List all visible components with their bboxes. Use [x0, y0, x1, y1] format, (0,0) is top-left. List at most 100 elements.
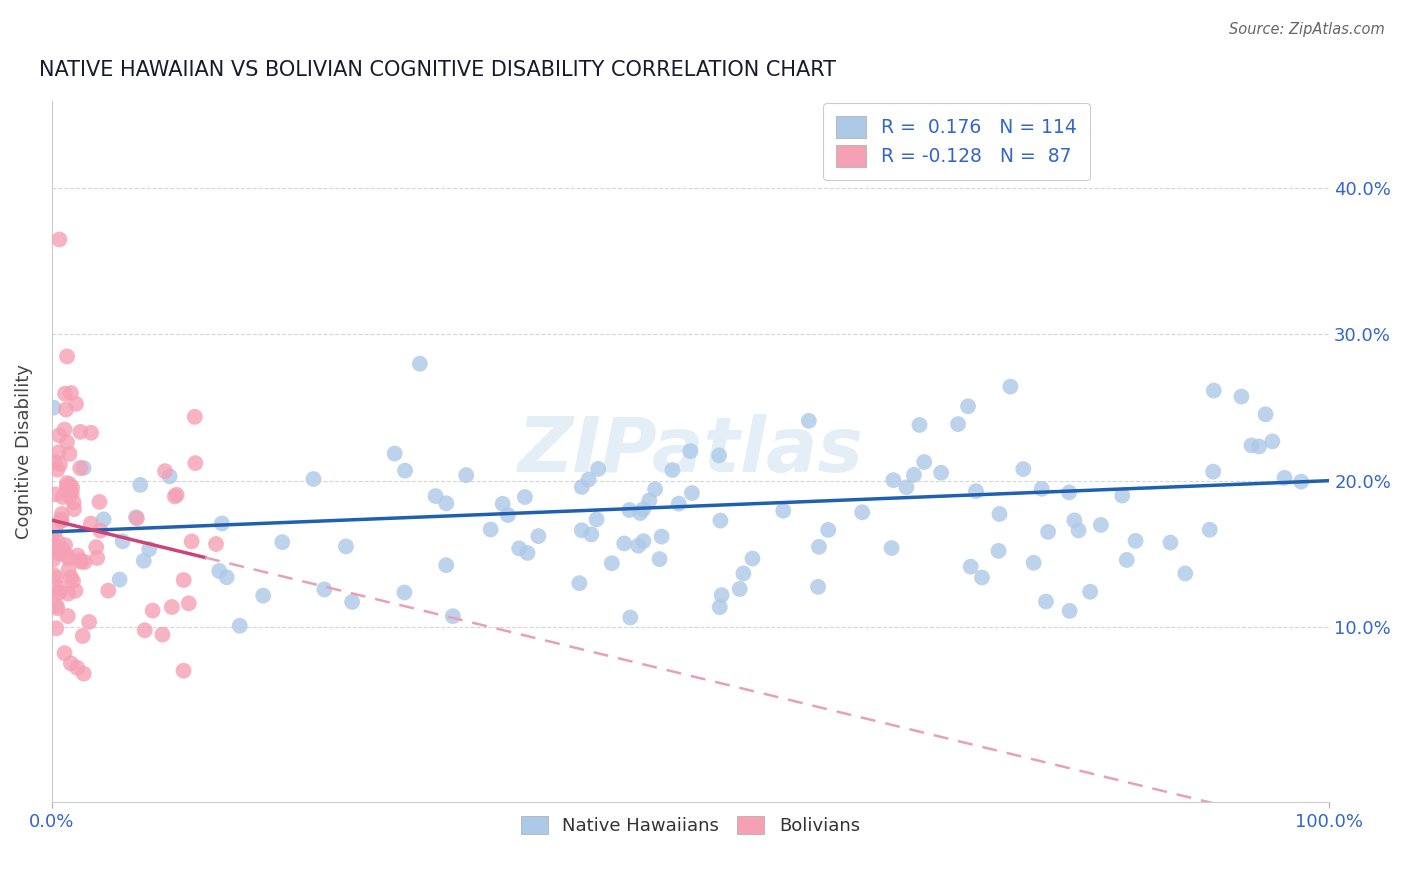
Point — [93, 512, 115, 526]
Point — [48, 445, 70, 459]
Point — [797, 414, 820, 428]
Point — [271, 535, 294, 549]
Point — [741, 551, 763, 566]
Point — [49, 513, 72, 527]
Point — [45, 599, 67, 613]
Point — [69, 425, 91, 439]
Point — [585, 512, 607, 526]
Point — [987, 544, 1010, 558]
Point — [53, 423, 76, 437]
Point — [45, 571, 67, 585]
Point — [578, 473, 600, 487]
Point — [53, 538, 76, 552]
Point — [335, 540, 357, 554]
Point — [56, 609, 79, 624]
Point — [970, 570, 993, 584]
Point — [302, 472, 325, 486]
Point — [163, 489, 186, 503]
Point — [527, 529, 550, 543]
Point — [988, 507, 1011, 521]
Point — [129, 478, 152, 492]
Point — [86, 551, 108, 566]
Point — [65, 583, 87, 598]
Point — [56, 476, 79, 491]
Point — [965, 484, 987, 499]
Point — [1289, 475, 1312, 489]
Point — [45, 487, 67, 501]
Point — [153, 464, 176, 478]
Point — [707, 449, 730, 463]
Point — [48, 585, 70, 599]
Point — [1230, 390, 1253, 404]
Point — [59, 477, 82, 491]
Point — [1090, 517, 1112, 532]
Point — [513, 490, 536, 504]
Point — [184, 409, 207, 424]
Point — [1274, 471, 1296, 485]
Point — [571, 523, 593, 537]
Point — [51, 507, 73, 521]
Point — [111, 534, 134, 549]
Point — [728, 582, 751, 596]
Point — [77, 615, 100, 629]
Point — [46, 546, 69, 560]
Point — [60, 570, 83, 584]
Point — [946, 417, 969, 432]
Point — [73, 666, 96, 681]
Point — [434, 496, 457, 510]
Point — [661, 463, 683, 477]
Point — [60, 481, 83, 495]
Point — [644, 482, 666, 496]
Point — [59, 657, 82, 671]
Point — [648, 552, 671, 566]
Point — [80, 425, 103, 440]
Legend: Native Hawaiians, Bolivians: Native Hawaiians, Bolivians — [513, 808, 868, 842]
Point — [957, 399, 980, 413]
Point — [851, 505, 873, 519]
Point — [208, 564, 231, 578]
Point — [58, 551, 80, 566]
Point — [807, 580, 830, 594]
Point — [882, 473, 904, 487]
Point — [681, 486, 703, 500]
Point — [1111, 489, 1133, 503]
Point — [55, 402, 77, 417]
Point — [173, 664, 195, 678]
Point — [48, 428, 70, 442]
Point — [709, 514, 731, 528]
Point — [142, 604, 165, 618]
Point — [125, 511, 148, 525]
Point — [49, 546, 72, 560]
Point — [631, 502, 654, 516]
Point — [215, 570, 238, 584]
Point — [1036, 524, 1059, 539]
Point — [1057, 485, 1080, 500]
Point — [44, 524, 66, 538]
Point — [651, 530, 673, 544]
Point — [49, 512, 72, 526]
Point — [132, 554, 155, 568]
Point — [62, 574, 84, 588]
Point — [908, 417, 931, 432]
Point — [58, 562, 80, 576]
Point — [340, 595, 363, 609]
Point — [619, 610, 641, 624]
Point — [52, 542, 75, 557]
Point — [84, 540, 107, 554]
Point — [710, 588, 733, 602]
Point — [492, 497, 515, 511]
Text: ZIPatlas: ZIPatlas — [517, 415, 863, 489]
Point — [48, 232, 70, 246]
Point — [205, 537, 228, 551]
Point — [1067, 524, 1090, 538]
Point — [138, 542, 160, 557]
Point — [56, 479, 79, 493]
Point — [42, 535, 65, 549]
Point — [394, 464, 416, 478]
Point — [568, 576, 591, 591]
Point — [314, 582, 336, 597]
Point — [571, 480, 593, 494]
Point — [384, 446, 406, 460]
Point — [394, 585, 416, 599]
Point — [62, 495, 84, 509]
